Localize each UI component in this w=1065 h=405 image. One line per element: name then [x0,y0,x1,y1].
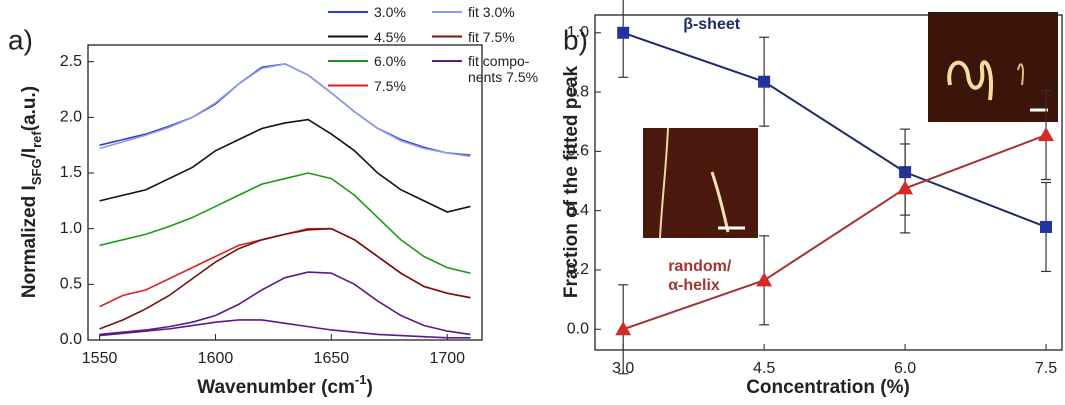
series-line [100,173,471,273]
y-tick-label: 0.0 [60,331,82,348]
series-line [100,64,471,156]
label-part: ) [366,377,372,398]
label-part: (a.u.) [19,86,40,131]
x-tick-label: 1650 [314,350,350,367]
series-line [100,229,471,329]
x-tick-label: 1600 [198,350,234,367]
inset-image [928,12,1058,122]
legend-label: 3.0% [374,4,406,20]
y-axis-label: Fraction of the fitted peak [561,65,582,298]
x-tick-label: 1550 [82,350,118,367]
label-part: SFG [29,158,44,185]
label-part: ref [29,131,44,148]
y-tick-label: 2.0 [60,109,82,126]
series-line [100,120,471,212]
marker [897,180,913,194]
x-axis-label: Concentration (%) [746,377,910,398]
y-tick-label: 1.0 [567,24,589,41]
y-tick-label: 2.5 [60,53,82,70]
y-tick-label: 0.0 [567,320,589,337]
marker [1040,221,1052,233]
x-tick-label: 1700 [429,350,465,367]
marker [756,272,772,286]
label-part: /I [19,148,40,159]
series-line [100,64,471,155]
legend-label: fit compo-nents 7.5% [468,53,553,85]
x-tick-label: 6.0 [894,360,916,377]
x-axis-label: Wavenumber (cm-1) [197,372,373,398]
label-part: -1 [355,372,367,387]
panel-label: a) [8,24,33,55]
y-axis-label: Normalized ISFG/Iref(a.u.) [19,86,44,298]
x-tick-label: 4.5 [753,360,775,377]
inset-image [643,128,758,238]
y-tick-label: 1.0 [60,220,82,237]
legend-label: 4.5% [374,29,406,45]
marker [1038,127,1054,141]
legend-label: fit 3.0% [468,4,515,20]
figure: a) 1550 1600 1650 1700 0.0 0.5 1.0 1.5 2.0 2.5 Wave… [0,0,1065,405]
series-line [100,229,471,307]
y-tick-label: 1.5 [60,164,82,181]
marker [617,27,629,39]
label-part: Normalized I [19,185,40,298]
series-label: random/ α-helix [668,257,743,295]
label-part: Wavenumber (cm [197,377,355,398]
legend-label: 7.5% [374,78,406,94]
y-tick-label: 0.5 [60,276,82,293]
legend-label: fit 7.5% [468,29,515,45]
series-label: β-sheet [683,15,758,34]
x-tick-label: 7.5 [1035,360,1057,377]
marker [758,76,770,88]
legend-label: 6.0% [374,53,406,69]
plot-frame [88,45,482,340]
